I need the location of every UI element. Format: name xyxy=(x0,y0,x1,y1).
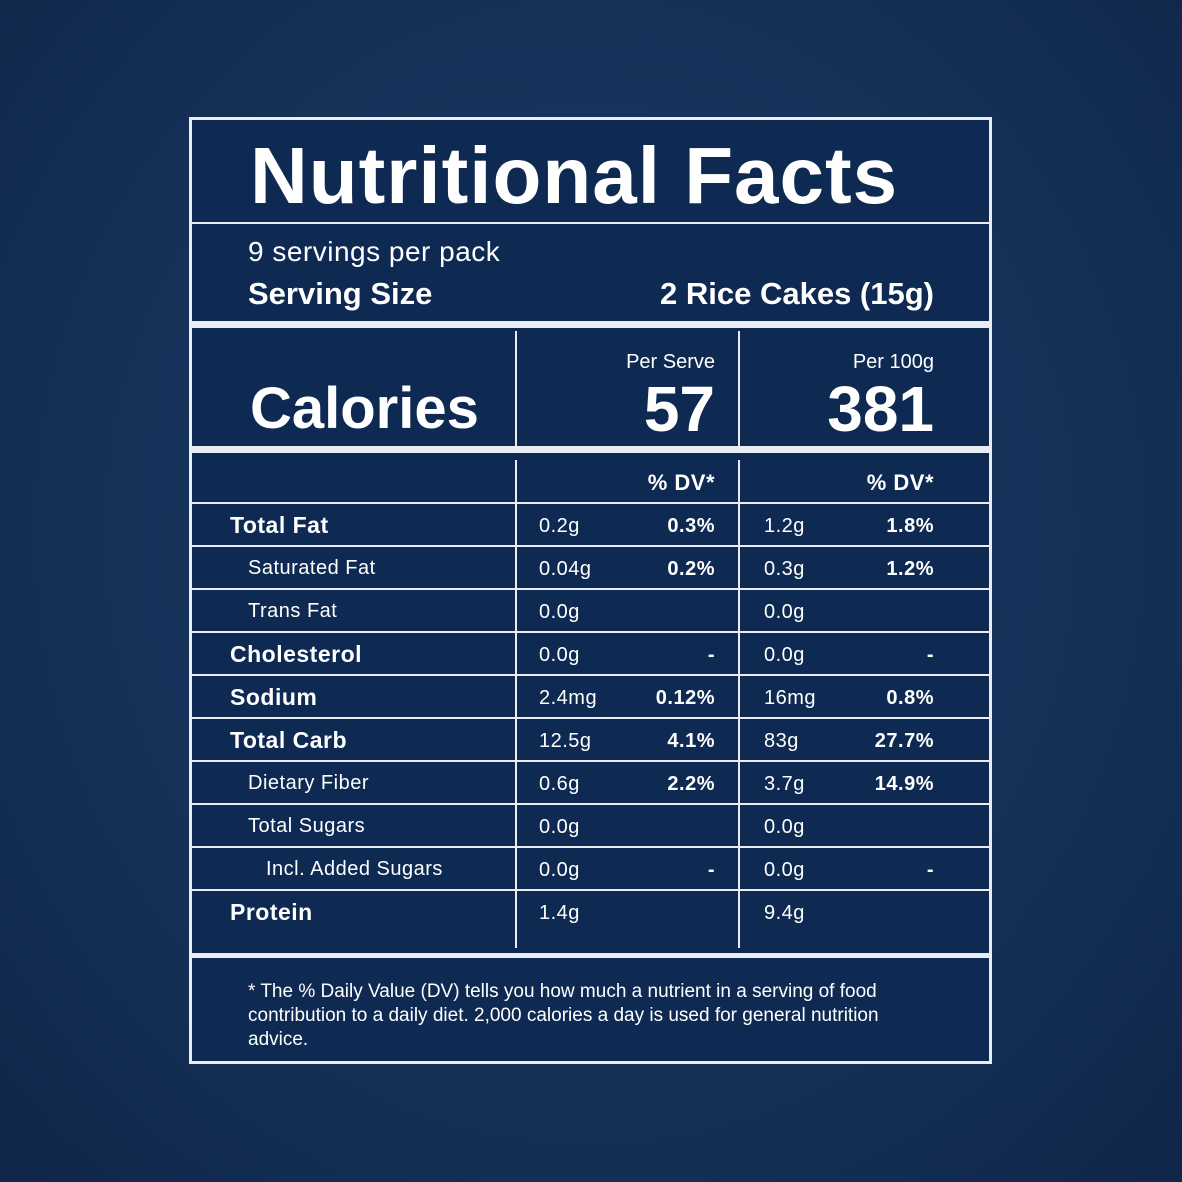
amount-per-serve: 0.0g xyxy=(539,816,580,838)
nutrient-name: Total Fat xyxy=(230,512,329,538)
serving-size-label: Serving Size xyxy=(248,276,433,311)
table-row: Saturated Fat 0.04g 0.2% 0.3g 1.2% xyxy=(192,547,989,590)
nutrient-name: Trans Fat xyxy=(248,600,338,622)
nutrient-name: Total Carb xyxy=(230,727,348,753)
nutrition-facts-panel: Nutritional Facts 9 servings per pack Se… xyxy=(189,117,992,1064)
dv-per-serve: 4.1% xyxy=(667,730,715,752)
dv-per-100g: - xyxy=(926,859,934,881)
amount-per-serve: 0.04g xyxy=(539,558,592,580)
table-row: Total Sugars 0.0g 0.0g xyxy=(192,805,989,848)
serving-section: 9 servings per pack Serving Size 2 Rice … xyxy=(192,224,989,328)
nutrient-name: Incl. Added Sugars xyxy=(266,858,443,880)
amount-per-serve: 1.4g xyxy=(539,902,580,924)
calories-section: Calories Per Serve 57 Per 100g 381 xyxy=(192,331,989,453)
dv-per-100g: 0.8% xyxy=(886,687,934,709)
per-serve-label: Per Serve xyxy=(626,351,715,373)
amount-per-100g: 9.4g xyxy=(764,902,805,924)
amount-per-serve: 0.0g xyxy=(539,601,580,623)
nutrient-name: Protein xyxy=(230,899,313,925)
calories-label: Calories xyxy=(250,376,479,441)
dv-per-100g: 1.2% xyxy=(886,558,934,580)
amount-per-100g: 0.0g xyxy=(764,601,805,623)
amount-per-serve: 0.0g xyxy=(539,859,580,881)
dv-per-serve: 0.2% xyxy=(667,558,715,580)
table-row: Dietary Fiber 0.6g 2.2% 3.7g 14.9% xyxy=(192,762,989,805)
amount-per-100g: 0.3g xyxy=(764,558,805,580)
dv-per-serve: - xyxy=(707,644,715,666)
footnote: * The % Daily Value (DV) tells you how m… xyxy=(248,981,879,1050)
dv-per-serve: 0.3% xyxy=(667,515,715,537)
serving-size-value: 2 Rice Cakes (15g) xyxy=(660,276,934,311)
table-row: Protein 1.4g 9.4g xyxy=(192,891,989,948)
divider xyxy=(515,460,517,948)
amount-per-100g: 0.0g xyxy=(764,816,805,838)
calories-per-serve: 57 xyxy=(643,373,715,445)
per-100g-label: Per 100g xyxy=(852,351,934,373)
nutrient-name: Saturated Fat xyxy=(248,557,376,579)
dv-per-100g: 14.9% xyxy=(874,773,934,795)
nutrient-name: Dietary Fiber xyxy=(248,772,369,794)
dv-per-100g: 1.8% xyxy=(886,515,934,537)
nutrient-name: Total Sugars xyxy=(248,815,366,837)
dv-per-100g: - xyxy=(926,644,934,666)
dv-header-per100: % DV* xyxy=(866,470,934,495)
amount-per-100g: 0.0g xyxy=(764,859,805,881)
divider xyxy=(738,460,740,948)
amount-per-serve: 12.5g xyxy=(539,730,592,752)
table-row: Trans Fat 0.0g 0.0g xyxy=(192,590,989,633)
calories-per-100g: 381 xyxy=(827,373,934,445)
table-row: Incl. Added Sugars 0.0g - 0.0g - xyxy=(192,848,989,891)
title-section: Nutritional Facts xyxy=(192,120,989,224)
table-row: Cholesterol 0.0g - 0.0g - xyxy=(192,633,989,676)
amount-per-100g: 0.0g xyxy=(764,644,805,666)
table-row: Total Fat 0.2g 0.3% 1.2g 1.8% xyxy=(192,504,989,547)
amount-per-serve: 0.6g xyxy=(539,773,580,795)
amount-per-100g: 83g xyxy=(764,730,799,752)
servings-per-pack: 9 servings per pack xyxy=(248,236,501,267)
amount-per-serve: 2.4mg xyxy=(539,687,598,709)
dv-per-100g: 27.7% xyxy=(874,730,934,752)
table-row: Total Carb 12.5g 4.1% 83g 27.7% xyxy=(192,719,989,762)
divider xyxy=(515,331,517,446)
dv-per-serve: - xyxy=(707,859,715,881)
dv-header-row: % DV* % DV* xyxy=(192,460,989,504)
dv-per-serve: 2.2% xyxy=(667,773,715,795)
footnote-section: * The % Daily Value (DV) tells you how m… xyxy=(192,953,989,1061)
dv-header-serve: % DV* xyxy=(647,470,715,495)
nutrient-name: Sodium xyxy=(230,684,318,710)
amount-per-serve: 0.0g xyxy=(539,644,580,666)
divider xyxy=(738,331,740,446)
page-title: Nutritional Facts xyxy=(250,131,899,220)
nutrient-table: % DV* % DV* Total Fat 0.2g 0.3% 1.2g 1.8% Sat… xyxy=(192,460,989,948)
amount-per-serve: 0.2g xyxy=(539,515,580,537)
amount-per-100g: 3.7g xyxy=(764,773,805,795)
dv-per-serve: 0.12% xyxy=(655,687,715,709)
nutrient-name: Cholesterol xyxy=(230,641,363,667)
amount-per-100g: 1.2g xyxy=(764,515,805,537)
table-row: Sodium 2.4mg 0.12% 16mg 0.8% xyxy=(192,676,989,719)
amount-per-100g: 16mg xyxy=(764,687,817,709)
